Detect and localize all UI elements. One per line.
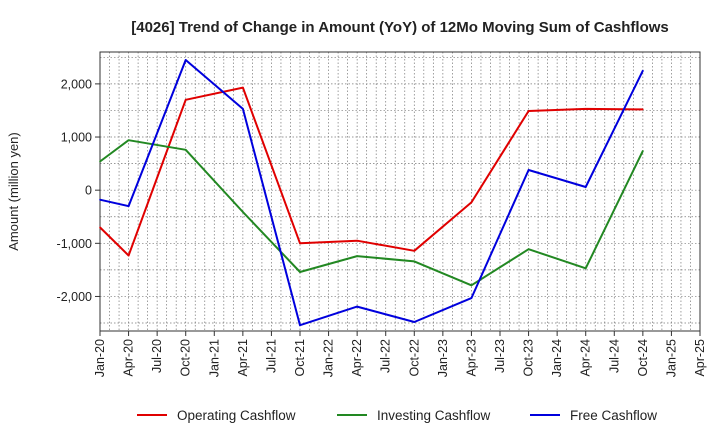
- x-tick-label: Jan-25: [664, 339, 678, 377]
- x-tick-label: Apr-25: [693, 339, 707, 377]
- operating-cashflow-point: [299, 242, 301, 245]
- x-tick-label: Apr-24: [579, 339, 593, 377]
- x-tick-label: Oct-20: [179, 339, 193, 377]
- free-cashflow-point: [470, 297, 473, 299]
- y-tick-label: 2,000: [61, 77, 92, 91]
- y-tick-label: -1,000: [57, 237, 92, 251]
- x-tick-label: Apr-21: [236, 339, 250, 377]
- free-cashflow-point: [356, 305, 358, 308]
- x-tick-label: Jan-23: [436, 339, 450, 377]
- free-cashflow-point: [642, 69, 644, 72]
- free-cashflow-point: [527, 169, 530, 171]
- chart-title: [4026] Trend of Change in Amount (YoY) o…: [131, 19, 669, 36]
- x-tick-label: Jul-23: [493, 339, 507, 373]
- y-tick-label: 1,000: [61, 131, 92, 145]
- free-cashflow-point: [99, 198, 101, 201]
- free-cashflow-point: [242, 108, 244, 110]
- legend-label-operating-cashflow: Operating Cashflow: [177, 408, 296, 423]
- operating-cashflow-point: [242, 86, 244, 89]
- plot-background: [100, 52, 700, 331]
- investing-cashflow-point: [127, 139, 130, 142]
- investing-cashflow-point: [242, 211, 244, 213]
- investing-cashflow-point: [470, 284, 473, 287]
- operating-cashflow-point: [127, 254, 130, 257]
- legend-label-free-cashflow: Free Cashflow: [570, 408, 657, 423]
- investing-cashflow-point: [527, 248, 530, 250]
- x-tick-label: Apr-23: [464, 339, 478, 377]
- y-axis-label: Amount (million yen): [6, 132, 21, 251]
- operating-cashflow-point: [413, 249, 416, 252]
- investing-cashflow-point: [99, 160, 101, 163]
- investing-cashflow-point: [356, 255, 358, 257]
- x-tick-label: Oct-21: [293, 339, 307, 377]
- y-tick-label: 0: [85, 184, 92, 198]
- x-tick-label: Oct-24: [636, 339, 650, 377]
- free-cashflow-point: [584, 186, 587, 188]
- investing-cashflow-point: [584, 267, 587, 270]
- x-tick-label: Apr-20: [122, 339, 136, 377]
- legend: Operating Cashflow Investing Cashflow Free…: [137, 408, 657, 423]
- x-tick-label: Jan-20: [93, 339, 107, 377]
- free-cashflow-point: [413, 321, 416, 323]
- x-tick-label: Jul-22: [379, 339, 393, 373]
- x-tick-label: Jan-21: [207, 339, 221, 377]
- x-tick-label: Jan-24: [550, 339, 564, 377]
- x-tick-label: Jul-24: [607, 339, 621, 373]
- free-cashflow-point: [184, 59, 187, 61]
- y-tick-label: -2,000: [57, 290, 92, 304]
- operating-cashflow-point: [642, 108, 644, 111]
- plot-area: -2,000 -1,000 0 1,000 2,000 Jan-20 Apr-20 Jul-2…: [57, 51, 707, 377]
- investing-cashflow-point: [299, 271, 301, 273]
- investing-cashflow-point: [184, 148, 187, 151]
- investing-cashflow-point: [642, 150, 644, 152]
- operating-cashflow-point: [99, 226, 101, 229]
- x-tick-label: Jul-20: [150, 339, 164, 373]
- x-tick-label: Apr-22: [350, 339, 364, 377]
- operating-cashflow-point: [584, 108, 587, 110]
- x-tick-label: Oct-23: [522, 339, 536, 377]
- x-tick-label: Jul-21: [264, 339, 278, 373]
- operating-cashflow-point: [184, 99, 187, 101]
- x-tick-label: Oct-22: [407, 339, 421, 377]
- operating-cashflow-point: [356, 239, 358, 242]
- legend-label-investing-cashflow: Investing Cashflow: [377, 408, 491, 423]
- free-cashflow-point: [299, 324, 301, 326]
- plot-frame: [99, 51, 701, 332]
- x-tick-label: Jan-22: [322, 339, 336, 377]
- operating-cashflow-point: [470, 201, 473, 204]
- investing-cashflow-point: [413, 260, 416, 263]
- free-cashflow-point: [127, 205, 130, 207]
- operating-cashflow-point: [527, 110, 530, 112]
